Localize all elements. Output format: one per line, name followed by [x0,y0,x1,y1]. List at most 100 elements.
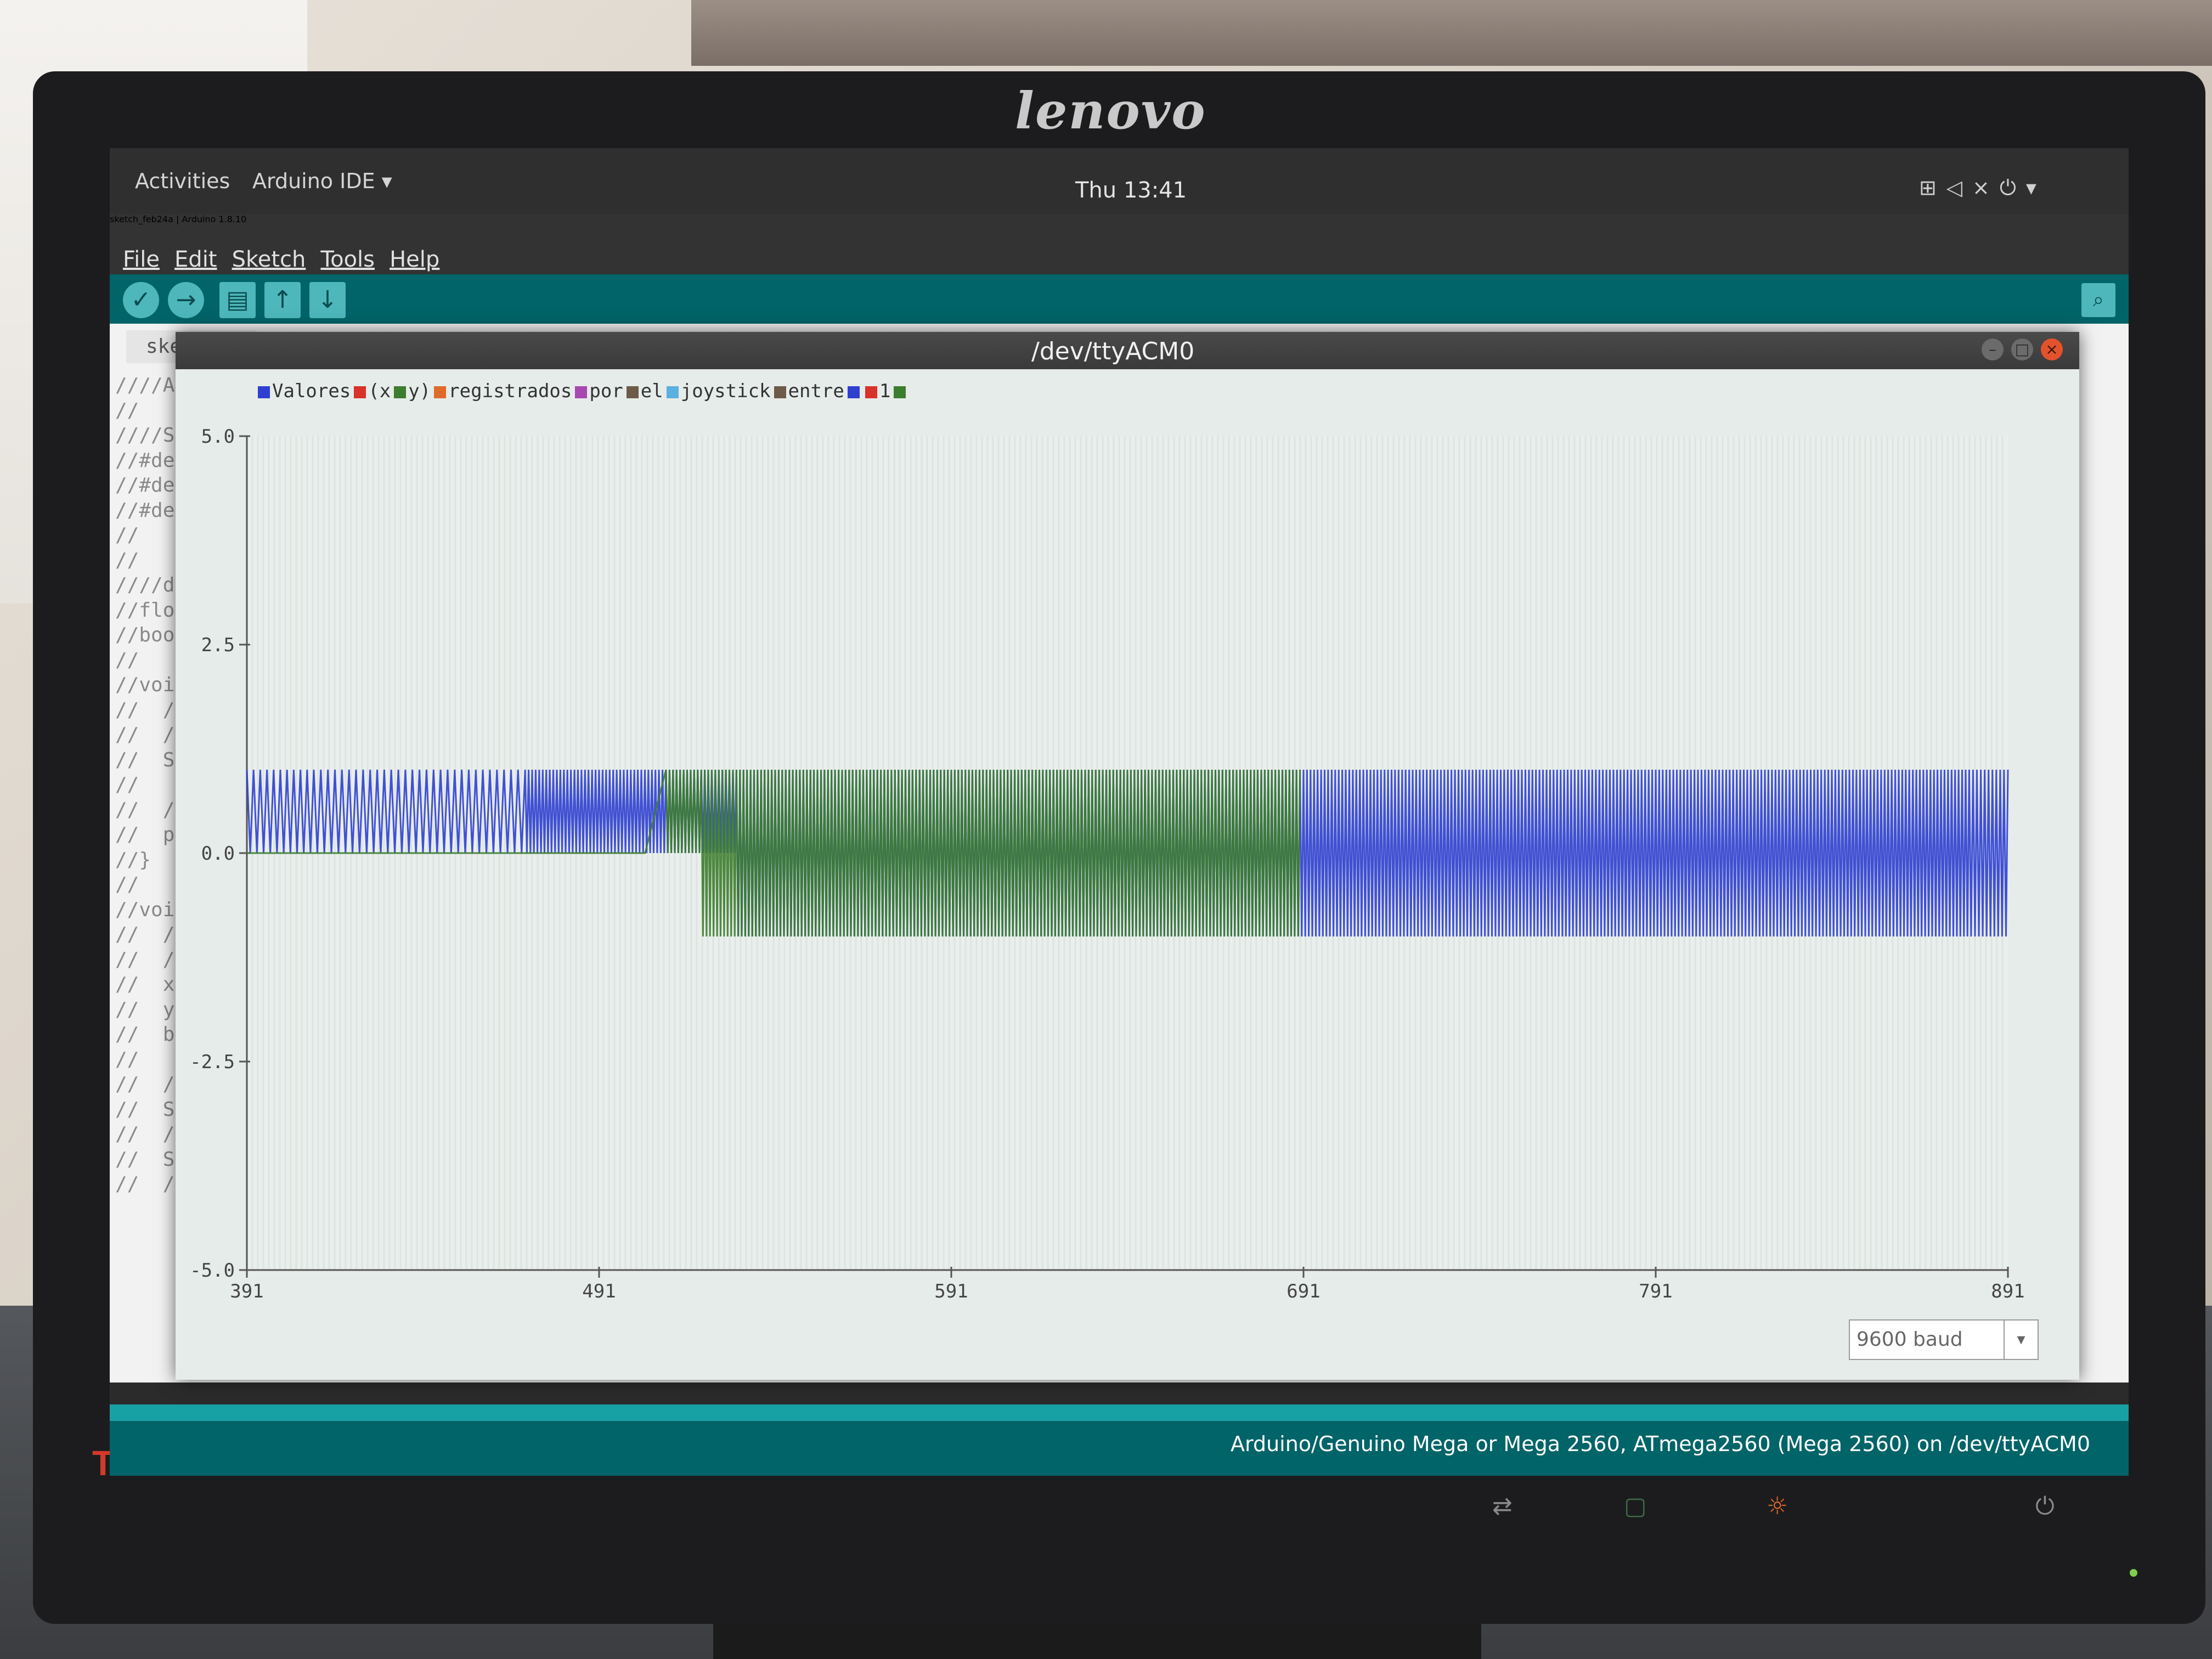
code-line: // [115,524,139,546]
clock[interactable]: Thu 13:41 [1075,178,1187,203]
legend-swatch [575,386,588,398]
legend-swatch [258,386,270,398]
y-tick-label: -5.0 [190,1260,235,1282]
code-line: // / [115,1073,175,1096]
code-line: // / [115,698,175,721]
input-icon[interactable]: ⇄ [1492,1492,1513,1520]
code-line: ////d [115,574,175,596]
code-line: // / [115,948,175,971]
code-line: // [115,549,139,572]
baud-value: 9600 baud [1857,1328,1963,1351]
verify-icon[interactable]: ✓ [123,282,159,318]
plotter-titlebar[interactable]: /dev/ttyACM0 – □ × [176,332,2079,369]
window-controls: – □ × [1974,338,2063,360]
menu-sketch[interactable]: Sketch [232,247,306,272]
x-tick-label: 691 [1286,1280,1320,1302]
legend-label: (x [368,380,391,402]
serial-plotter-window: /dev/ttyACM0 – □ × Valores (x y) registrados p… [176,332,2079,1380]
legend-item: y) [394,380,431,402]
minimize-icon[interactable]: – [1982,338,2004,360]
menu-tools[interactable]: Tools [320,247,375,272]
legend-label: y) [408,380,431,402]
baud-select[interactable]: 9600 baud ▾ [1849,1319,2039,1360]
monitor-brand: lenovo [1015,81,1206,140]
legend-item [847,380,862,402]
x-tick-label: 891 [1991,1280,2024,1302]
upload-icon[interactable]: → [168,282,204,318]
gnome-topbar: Activities Arduino IDE ▾ Thu 13:41 ⊞◁×⏻▾ [110,148,2129,214]
power-icon: ⏻ [1999,176,2026,200]
wall-board [691,0,2212,66]
screen: Activities Arduino IDE ▾ Thu 13:41 ⊞◁×⏻▾… [110,148,2129,1476]
menu-items: File Edit Sketch Tools Help [123,247,452,272]
board-status-bar: Arduino/Genuino Mega or Mega 2560, ATmeg… [110,1421,2129,1476]
chevron-down-icon: ▾ [2004,1321,2038,1359]
code-line: // / [115,923,175,946]
code-line: // y [115,998,175,1021]
maximize-icon[interactable]: □ [2011,338,2033,360]
chevron-down-icon: ▾ [2025,176,2046,200]
code-line: ////S [115,424,175,447]
new-icon[interactable]: ▤ [219,282,256,318]
y-tick-label: 0.0 [201,843,235,865]
menu-help[interactable]: Help [390,247,440,272]
code-line: // S [115,748,175,771]
board-status: Arduino/Genuino Mega or Mega 2560, ATmeg… [1231,1432,2090,1456]
legend-item: Valores [258,380,351,402]
legend-label: registrados [448,380,572,402]
legend-swatch [354,386,366,398]
code-line: //boo [115,624,175,646]
close-icon[interactable]: × [2041,338,2063,360]
x-tick-label: 391 [230,1280,263,1302]
code-lines: ////A//////S//#de//#de//#de////////d//fl… [115,373,192,1197]
x-tick-label: 491 [582,1280,616,1302]
code-line: // / [115,1173,175,1195]
code-line: //} [115,848,151,871]
serial-monitor-icon[interactable]: ⌕ [2081,283,2115,317]
legend-label: 1 [879,380,891,402]
menu-edit[interactable]: Edit [174,247,217,272]
power-led [2130,1569,2137,1577]
app-menu[interactable]: Arduino IDE ▾ [252,169,392,193]
open-icon[interactable]: ↑ [264,282,301,318]
legend-swatch [666,386,679,398]
code-line: // [115,873,139,896]
legend-label: por [589,380,623,402]
y-tick-label: 5.0 [201,426,235,448]
y-tick-label: 2.5 [201,634,235,656]
code-line: // [115,399,139,422]
legend-label: Valores [272,380,351,402]
code-line: // S [115,1148,175,1171]
legend-label: el [640,380,663,402]
legend-item: (x [354,380,391,402]
ratio-icon[interactable]: ▢ [1624,1492,1647,1520]
code-line: // / [115,798,175,821]
code-line: //voi [115,674,175,696]
system-tray[interactable]: ⊞◁×⏻▾ [1919,176,2046,200]
code-line: // S [115,1098,175,1121]
legend-swatch [434,386,447,398]
volume-muted-icon: ◁× [1946,176,2000,200]
brightness-icon[interactable]: ☼ [1767,1492,1788,1520]
code-line: // [115,774,139,796]
legend-swatch [626,386,639,398]
code-line: // x [115,973,175,996]
x-tick-label: 591 [934,1280,968,1302]
legend-item: entre [774,380,844,402]
menu-file[interactable]: File [123,247,160,272]
legend-swatch [774,386,786,398]
power-icon[interactable]: ⏻ [2035,1492,2055,1520]
activities-button[interactable]: Activities [135,169,230,193]
legend-label: joystick [680,380,771,402]
code-line: //#de [115,499,175,522]
code-line: ////A [115,374,175,397]
code-line: //flo [115,599,175,622]
ide-toolbar: ✓ → ▤ ↑ ↓ ⌕ [110,274,2129,324]
code-line: // / [115,724,175,746]
legend-swatch [394,386,407,398]
network-icon: ⊞ [1918,176,1946,200]
legend-label: entre [788,380,844,402]
save-icon[interactable]: ↓ [309,282,346,318]
plotter-title: /dev/ttyACM0 [1031,337,1195,365]
series-line-1 [247,769,1301,937]
